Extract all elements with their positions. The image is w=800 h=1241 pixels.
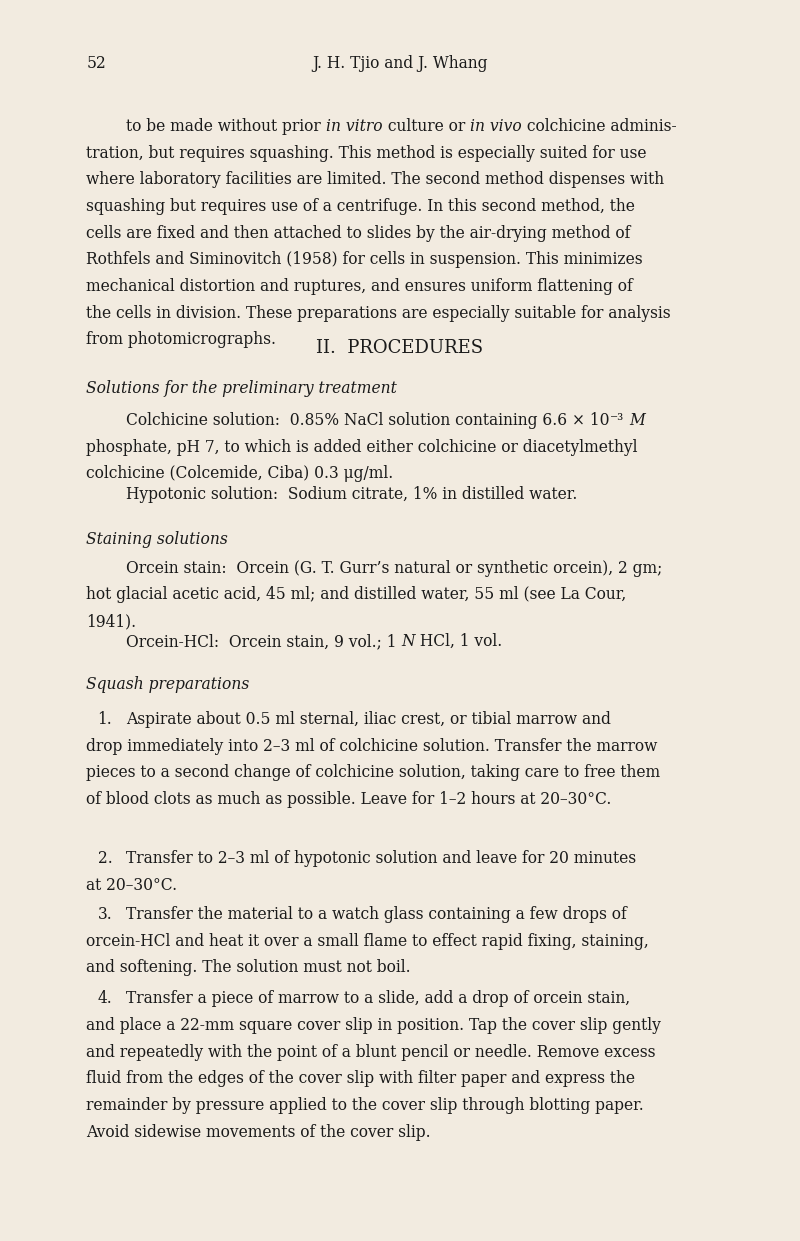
Text: orcein-HCl and heat it over a small flame to effect rapid fixing, staining,: orcein-HCl and heat it over a small flam… (86, 933, 649, 949)
Text: II.  PROCEDURES: II. PROCEDURES (317, 339, 483, 357)
Text: Aspirate about 0.5 ml sternal, iliac crest, or tibial marrow and: Aspirate about 0.5 ml sternal, iliac cre… (126, 711, 611, 728)
Text: Solutions for the preliminary treatment: Solutions for the preliminary treatment (86, 380, 398, 397)
Text: Transfer to 2–3 ml of hypotonic solution and leave for 20 minutes: Transfer to 2–3 ml of hypotonic solution… (126, 850, 637, 867)
Text: at 20–30°C.: at 20–30°C. (86, 876, 178, 894)
Text: N: N (402, 633, 415, 650)
Text: culture or: culture or (382, 118, 470, 135)
Text: 2.: 2. (98, 850, 112, 867)
Text: Staining solutions: Staining solutions (86, 531, 228, 549)
Text: remainder by pressure applied to the cover slip through blotting paper.: remainder by pressure applied to the cov… (86, 1097, 644, 1114)
Text: 3.: 3. (98, 906, 112, 923)
Text: J. H. Tjio and J. Whang: J. H. Tjio and J. Whang (312, 55, 488, 72)
Text: and softening. The solution must not boil.: and softening. The solution must not boi… (86, 959, 411, 977)
Text: and place a 22-mm square cover slip in position. Tap the cover slip gently: and place a 22-mm square cover slip in p… (86, 1018, 662, 1034)
Text: ⁻³: ⁻³ (610, 412, 624, 429)
Text: Rothfels and Siminovitch (1958) for cells in suspension. This minimizes: Rothfels and Siminovitch (1958) for cell… (86, 251, 643, 268)
Text: to be made without prior: to be made without prior (126, 118, 326, 135)
Text: Squash preparations: Squash preparations (86, 676, 250, 694)
Text: squashing but requires use of a centrifuge. In this second method, the: squashing but requires use of a centrifu… (86, 197, 635, 215)
Text: 1.: 1. (98, 711, 112, 728)
Text: Transfer the material to a watch glass containing a few drops of: Transfer the material to a watch glass c… (126, 906, 627, 923)
Text: M: M (629, 412, 645, 429)
Text: Hypotonic solution:  Sodium citrate, 1% in distilled water.: Hypotonic solution: Sodium citrate, 1% i… (126, 486, 578, 504)
Text: cells are fixed and then attached to slides by the air-drying method of: cells are fixed and then attached to sli… (86, 225, 630, 242)
Text: fluid from the edges of the cover slip with filter paper and express the: fluid from the edges of the cover slip w… (86, 1070, 635, 1087)
Text: where laboratory facilities are limited. The second method dispenses with: where laboratory facilities are limited.… (86, 171, 665, 189)
Text: Orcein stain:  Orcein (G. T. Gurr’s natural or synthetic orcein), 2 gm;: Orcein stain: Orcein (G. T. Gurr’s natur… (126, 560, 662, 577)
Text: tration, but requires squashing. This method is especially suited for use: tration, but requires squashing. This me… (86, 144, 647, 161)
Text: and repeatedly with the point of a blunt pencil or needle. Remove excess: and repeatedly with the point of a blunt… (86, 1044, 656, 1061)
Text: Transfer a piece of marrow to a slide, add a drop of orcein stain,: Transfer a piece of marrow to a slide, a… (126, 990, 630, 1008)
Text: 4.: 4. (98, 990, 112, 1008)
Text: HCl, 1 vol.: HCl, 1 vol. (415, 633, 502, 650)
Text: 52: 52 (86, 55, 106, 72)
Text: Orcein-HCl:  Orcein stain, 9 vol.; 1: Orcein-HCl: Orcein stain, 9 vol.; 1 (126, 633, 402, 650)
Text: Colchicine solution:  0.85% NaCl solution containing 6.6 × 10: Colchicine solution: 0.85% NaCl solution… (126, 412, 610, 429)
Text: in vivo: in vivo (470, 118, 522, 135)
Text: drop immediately into 2–3 ml of colchicine solution. Transfer the marrow: drop immediately into 2–3 ml of colchici… (86, 737, 658, 755)
Text: colchicine adminis-: colchicine adminis- (522, 118, 676, 135)
Text: Avoid sidewise movements of the cover slip.: Avoid sidewise movements of the cover sl… (86, 1124, 431, 1140)
Text: 1941).: 1941). (86, 613, 137, 630)
Text: phosphate, pH 7, to which is added either colchicine or diacetylmethyl: phosphate, pH 7, to which is added eithe… (86, 438, 638, 455)
Text: of blood clots as much as possible. Leave for 1–2 hours at 20–30°C.: of blood clots as much as possible. Leav… (86, 792, 612, 808)
Text: mechanical distortion and ruptures, and ensures uniform flattening of: mechanical distortion and ruptures, and … (86, 278, 633, 295)
Text: the cells in division. These preparations are especially suitable for analysis: the cells in division. These preparation… (86, 304, 671, 321)
Text: hot glacial acetic acid, 45 ml; and distilled water, 55 ml (see La Cour,: hot glacial acetic acid, 45 ml; and dist… (86, 587, 626, 603)
Text: pieces to a second change of colchicine solution, taking care to free them: pieces to a second change of colchicine … (86, 764, 661, 782)
Text: colchicine (Colcemide, Ciba) 0.3 μg/ml.: colchicine (Colcemide, Ciba) 0.3 μg/ml. (86, 465, 394, 483)
Text: from photomicrographs.: from photomicrographs. (86, 331, 277, 349)
Text: in vitro: in vitro (326, 118, 382, 135)
